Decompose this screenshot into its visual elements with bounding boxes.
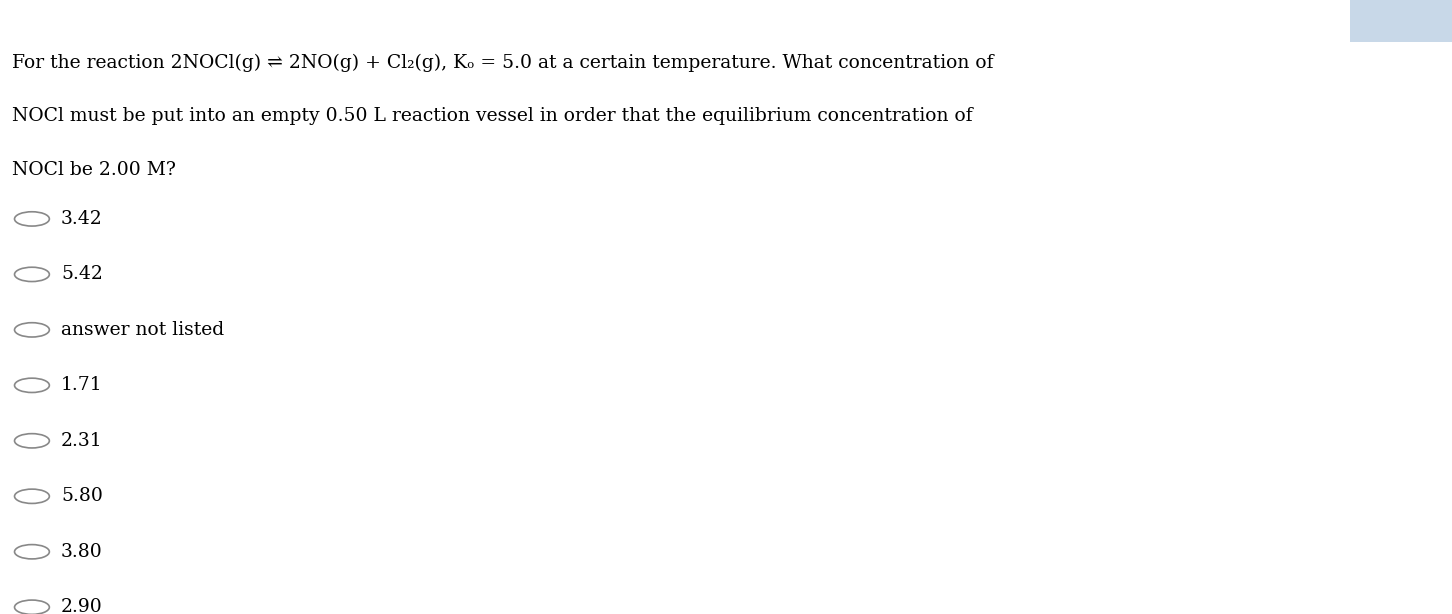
Text: NOCl must be put into an empty 0.50 L reaction vessel in order that the equilibr: NOCl must be put into an empty 0.50 L re… (12, 107, 973, 125)
Text: 5.42: 5.42 (61, 265, 103, 284)
Text: 2.90: 2.90 (61, 598, 103, 614)
Text: For the reaction 2NOCl(g) ⇌ 2NO(g) + Cl₂(g), Kₒ = 5.0 at a certain temperature. : For the reaction 2NOCl(g) ⇌ 2NO(g) + Cl₂… (12, 53, 993, 72)
Text: 2.31: 2.31 (61, 432, 103, 450)
Text: 5.80: 5.80 (61, 488, 103, 505)
Text: 3.42: 3.42 (61, 210, 103, 228)
FancyBboxPatch shape (1350, 0, 1452, 42)
Text: 1.71: 1.71 (61, 376, 103, 394)
Text: answer not listed: answer not listed (61, 321, 224, 339)
Text: 3.80: 3.80 (61, 543, 103, 561)
Text: NOCl be 2.00 M?: NOCl be 2.00 M? (12, 161, 176, 179)
